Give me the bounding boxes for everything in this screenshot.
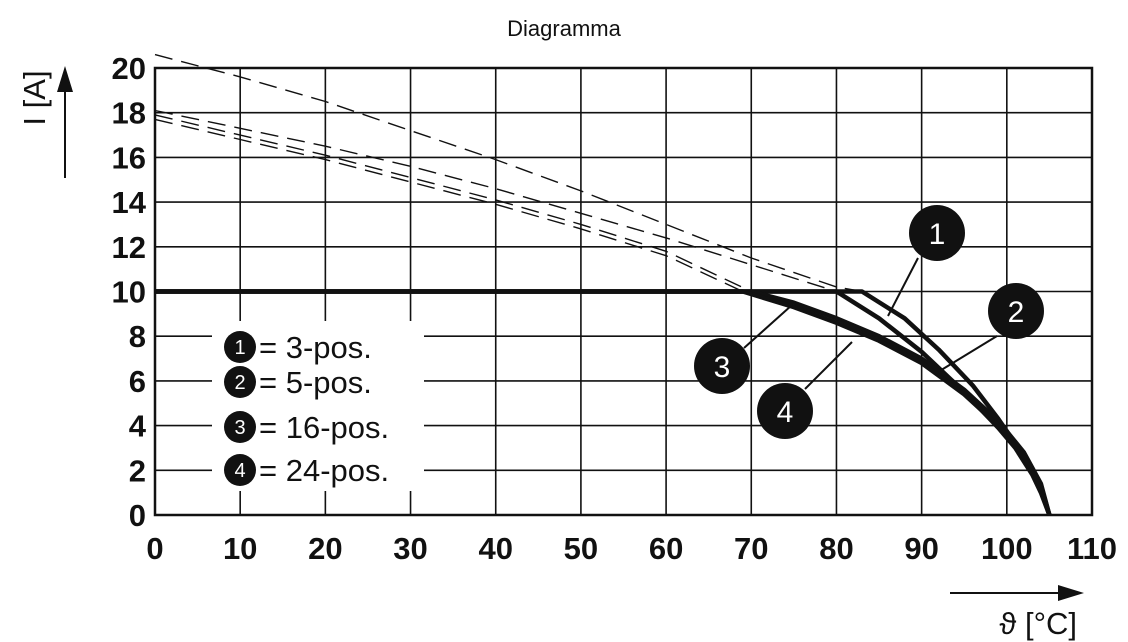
series-4-dashed-line [154,118,744,293]
x-axis-label-group: ϑ [°C] [950,585,1084,641]
x-tick-label-4: 40 [478,531,512,566]
legend-marker-number-4: 4 [234,460,245,482]
callout-badge-number-3: 3 [714,351,731,384]
x-tick-label-7: 70 [734,531,768,566]
x-axis-arrow-head [1058,585,1084,601]
callout-badge-number-4: 4 [777,396,794,429]
callout-badge-4 [757,383,813,439]
legend-label-3: = 16-pos. [259,410,389,445]
y-axis-arrow-head [57,66,73,92]
y-tick-label-2: 4 [129,409,147,444]
x-tick-label-2: 20 [308,531,342,566]
series-3-dashed-line [154,114,752,293]
x-tick-label-5: 50 [564,531,598,566]
x-tick-label-8: 80 [819,531,853,566]
callout-badge-number-2: 2 [1008,296,1025,329]
legend-marker-number-3: 3 [234,417,245,439]
x-tick-label-1: 10 [223,531,257,566]
y-axis-label: I [A] [17,70,52,125]
legend-label-1: = 3-pos. [259,330,372,365]
legend: 1 = 3-pos. 2 = 5-pos. 3 = 16-pos. 4 = 24-pos. [212,321,424,491]
callout-leader-4 [804,341,853,390]
y-tick-label-10: 20 [112,51,146,86]
series-1-dashed-line [154,53,863,293]
callout-leader-2 [937,335,998,373]
y-tick-label-9: 18 [112,96,146,131]
y-tick-label-4: 8 [129,319,146,354]
y-tick-label-7: 14 [112,185,147,220]
dashed-curves [154,53,863,293]
legend-marker-4 [224,454,256,486]
y-axis-label-group: I [A] [17,66,73,178]
series-4-line [155,289,1052,516]
legend-marker-3 [224,411,256,443]
series-2-dashed-line [154,109,837,293]
solid-curves [155,289,1052,516]
callout-leader-1 [887,257,919,317]
x-tick-label-10: 100 [981,531,1033,566]
legend-marker-number-2: 2 [234,372,245,394]
curve-callouts: 1 2 3 4 [694,205,1044,439]
y-tick-label-8: 16 [112,140,146,175]
callout-badge-2 [988,283,1044,339]
legend-label-2: = 5-pos. [259,365,372,400]
legend-marker-number-1: 1 [234,337,245,359]
callout-badge-number-1: 1 [929,218,946,251]
legend-marker-2 [224,366,256,398]
legend-marker-1 [224,331,256,363]
callout-leader-3 [743,304,793,349]
y-tick-labels: 0 2 4 6 8 10 12 14 16 18 20 [112,51,147,533]
x-tick-label-11: 110 [1067,531,1117,566]
x-tick-label-6: 60 [649,531,683,566]
y-tick-label-3: 6 [129,364,146,399]
x-tick-labels: 0 10 20 30 40 50 60 70 80 90 100 110 [146,531,1117,566]
x-tick-label-0: 0 [146,531,163,566]
y-tick-label-1: 2 [129,453,146,488]
y-tick-label-0: 0 [129,498,146,533]
y-tick-label-6: 12 [112,230,146,265]
x-tick-label-9: 90 [904,531,938,566]
x-tick-label-3: 30 [393,531,427,566]
x-axis-label: ϑ [°C] [999,606,1077,641]
callout-badge-1 [909,205,965,261]
y-tick-label-5: 10 [112,275,146,310]
legend-label-4: = 24-pos. [259,453,389,488]
chart-title: Diagramma [507,16,621,41]
callout-badge-3 [694,338,750,394]
